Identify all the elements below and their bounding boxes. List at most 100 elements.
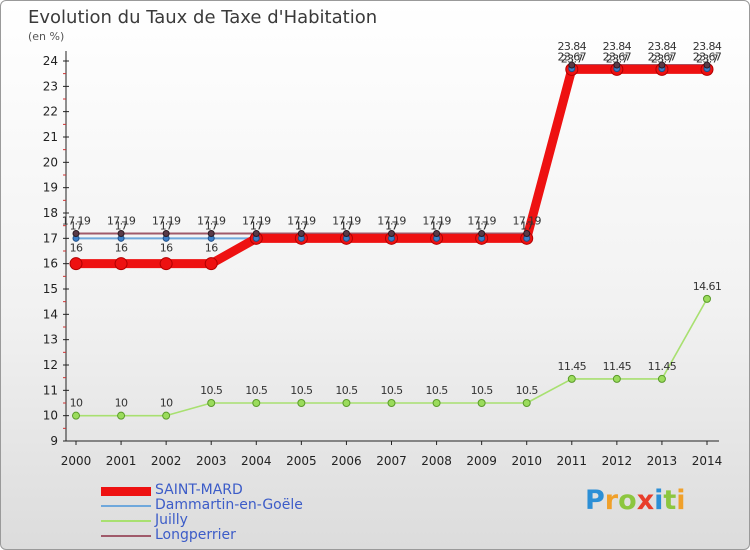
data-label-juilly: 11.45 [648, 360, 677, 373]
data-label-longperrier: 17.19 [377, 215, 406, 228]
data-label-juilly: 10.5 [426, 384, 449, 397]
y-tick-label: 15 [43, 282, 58, 296]
x-tick-label: 2006 [331, 454, 362, 468]
x-tick-label: 2001 [106, 454, 137, 468]
y-tick-label: 18 [43, 206, 58, 220]
y-tick-label: 14 [43, 307, 58, 321]
x-tick-label: 2005 [286, 454, 317, 468]
y-tick-label: 20 [43, 155, 58, 169]
data-point-juilly[interactable] [72, 411, 80, 420]
data-label-longperrier: 17.19 [512, 215, 541, 228]
data-label-juilly: 10 [115, 397, 128, 410]
proxiti-logo: Proxiti [585, 485, 686, 516]
y-tick-label: 11 [43, 383, 58, 397]
data-label-juilly: 10 [70, 397, 83, 410]
y-tick-label: 10 [43, 409, 58, 423]
data-point-longperrier[interactable] [207, 230, 215, 238]
data-label-dammartin: 17 [385, 219, 398, 232]
data-point-longperrier[interactable] [162, 230, 170, 238]
data-point-longperrier[interactable] [297, 230, 305, 238]
data-point-juilly[interactable] [612, 374, 621, 383]
data-point-longperrier[interactable] [117, 230, 125, 238]
data-label-longperrier: 17.19 [287, 215, 316, 228]
y-tick-label: 23 [43, 79, 58, 93]
x-tick-label: 2013 [647, 454, 678, 468]
data-label-dammartin: 17 [475, 219, 488, 232]
data-label-longperrier: 17.19 [197, 215, 226, 228]
legend-item-juilly[interactable]: Juilly [101, 512, 361, 529]
data-point-longperrier[interactable] [658, 61, 666, 69]
data-point-longperrier[interactable] [613, 61, 621, 69]
data-label-longperrier: 17.19 [422, 215, 451, 228]
data-label-longperrier: 17.19 [152, 215, 181, 228]
legend-swatch-juilly [101, 520, 151, 522]
legend-item-dammartin[interactable]: Dammartin-en-Goële [101, 497, 361, 514]
y-tick-label: 17 [43, 231, 58, 245]
y-tick-label: 21 [43, 130, 58, 144]
legend-label-dammartin: Dammartin-en-Goële [155, 497, 303, 513]
y-tick-label: 22 [43, 105, 58, 119]
data-point-longperrier[interactable] [388, 230, 395, 238]
x-tick-label: 2010 [511, 454, 542, 468]
legend-item-saint-mard[interactable]: SAINT-MARD [101, 482, 361, 499]
data-point-juilly[interactable] [522, 399, 531, 407]
data-label-juilly: 11.45 [558, 360, 587, 373]
data-point-juilly[interactable] [162, 411, 171, 420]
data-point-saint-mard[interactable] [69, 257, 83, 271]
data-point-saint-mard[interactable] [114, 257, 128, 271]
data-point-saint-mard[interactable] [159, 257, 173, 271]
series-line-1 [75, 67, 708, 240]
x-tick-label: 2000 [61, 454, 92, 468]
data-label-dammartin: 17 [205, 219, 218, 232]
x-tick-label: 2003 [196, 454, 227, 468]
data-point-juilly[interactable] [477, 399, 486, 407]
x-tick-label: 2002 [151, 454, 182, 468]
data-point-juilly[interactable] [432, 399, 441, 407]
data-point-longperrier[interactable] [568, 61, 576, 69]
data-point-juilly[interactable] [117, 411, 126, 420]
data-point-juilly[interactable] [207, 399, 216, 407]
logo-letter: i [654, 485, 664, 516]
legend-swatch-saint-mard [101, 487, 151, 496]
data-point-juilly[interactable] [657, 374, 666, 383]
y-tick-label: 24 [43, 54, 58, 68]
data-point-longperrier[interactable] [523, 230, 531, 238]
data-point-longperrier[interactable] [342, 230, 350, 238]
data-point-longperrier[interactable] [252, 230, 260, 238]
x-tick-label: 2012 [602, 454, 633, 468]
data-point-longperrier[interactable] [72, 230, 80, 238]
data-point-longperrier[interactable] [703, 61, 711, 69]
y-tick-label: 12 [43, 358, 58, 372]
data-label-dammartin: 17 [160, 219, 173, 232]
data-label-juilly: 10.5 [380, 384, 403, 397]
data-label-saint-mard: 16 [70, 242, 83, 255]
data-point-juilly[interactable] [297, 399, 306, 407]
data-label-dammartin: 17 [70, 219, 83, 232]
data-label-dammartin: 17 [340, 219, 353, 232]
data-label-longperrier: 17.19 [62, 215, 91, 228]
data-point-juilly[interactable] [342, 399, 351, 407]
data-label-longperrier: 17.19 [107, 215, 136, 228]
y-tick-label: 16 [43, 257, 58, 271]
data-point-juilly[interactable] [567, 374, 576, 383]
data-label-dammartin: 23.7 [606, 53, 629, 66]
data-point-saint-mard[interactable] [204, 257, 218, 271]
data-label-saint-mard: 17 [295, 219, 308, 232]
data-label-juilly: 10.5 [471, 384, 494, 397]
data-label-dammartin: 17 [250, 219, 263, 232]
data-point-juilly[interactable] [387, 399, 396, 407]
data-label-juilly: 11.45 [603, 360, 632, 373]
data-label-saint-mard: 17 [385, 219, 398, 232]
data-point-longperrier[interactable] [478, 230, 486, 238]
data-point-longperrier[interactable] [433, 230, 441, 238]
logo-letter: t [663, 485, 677, 516]
data-label-dammartin: 23.7 [651, 53, 674, 66]
data-point-juilly[interactable] [252, 399, 261, 407]
y-tick-label: 19 [43, 181, 58, 195]
data-label-longperrier: 17.19 [242, 215, 271, 228]
legend-swatch-longperrier [101, 535, 151, 537]
data-label-saint-mard: 17 [340, 219, 353, 232]
legend-item-longperrier[interactable]: Longperrier [101, 527, 361, 544]
data-point-juilly[interactable] [703, 294, 711, 303]
x-tick-label: 2008 [421, 454, 452, 468]
